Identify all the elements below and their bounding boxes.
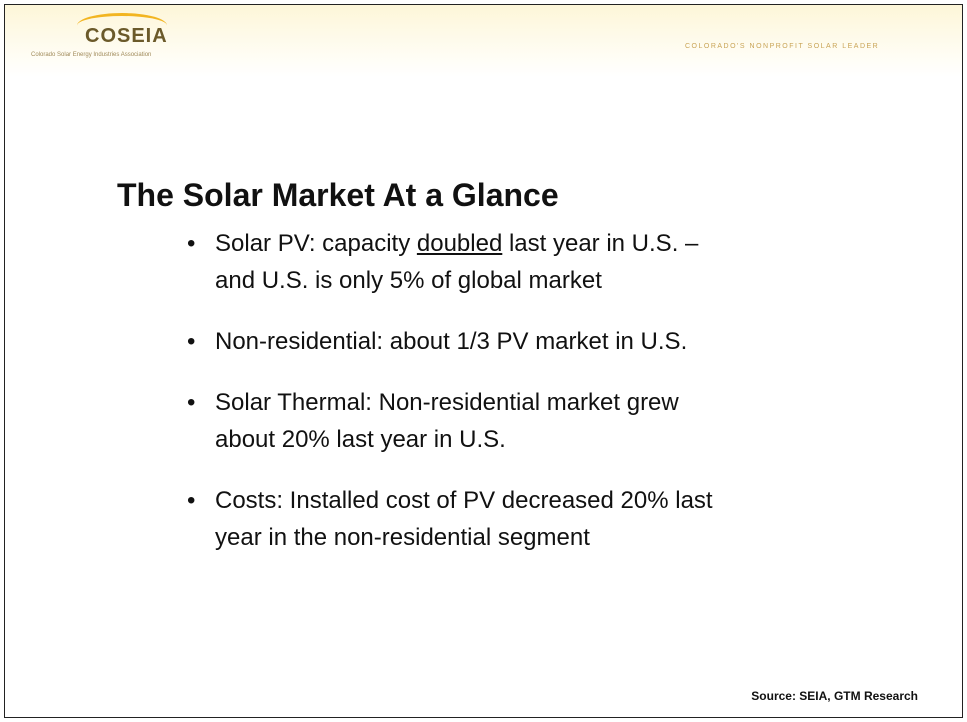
bullet: Costs: Installed cost of PV decreased 20… <box>181 482 741 556</box>
logo: COSEIA <box>85 25 168 47</box>
header-band <box>5 5 962 77</box>
bullet: Solar Thermal: Non-residential market gr… <box>181 384 741 458</box>
org-name: Colorado Solar Energy Industries Associa… <box>31 52 152 58</box>
bullet: Non-residential: about 1/3 PV market in … <box>181 323 741 360</box>
text: last year in U.S. – and U.S. is only 5% … <box>215 230 699 294</box>
slide: COSEIA Colorado Solar Energy Industries … <box>4 4 963 718</box>
slide-title: The Solar Market At a Glance <box>117 177 559 213</box>
logo-sun <box>77 13 167 38</box>
bullet: Solar PV: capacity doubled last year in … <box>181 225 741 299</box>
source: Source: SEIA, GTM Research <box>751 689 918 703</box>
text: Solar PV: capacity <box>215 230 417 257</box>
bullet-list: Solar PV: capacity doubled last year in … <box>181 225 741 580</box>
tagline: COLORADO'S NONPROFIT SOLAR LEADER <box>685 43 880 50</box>
underlined-text: doubled <box>416 230 503 257</box>
